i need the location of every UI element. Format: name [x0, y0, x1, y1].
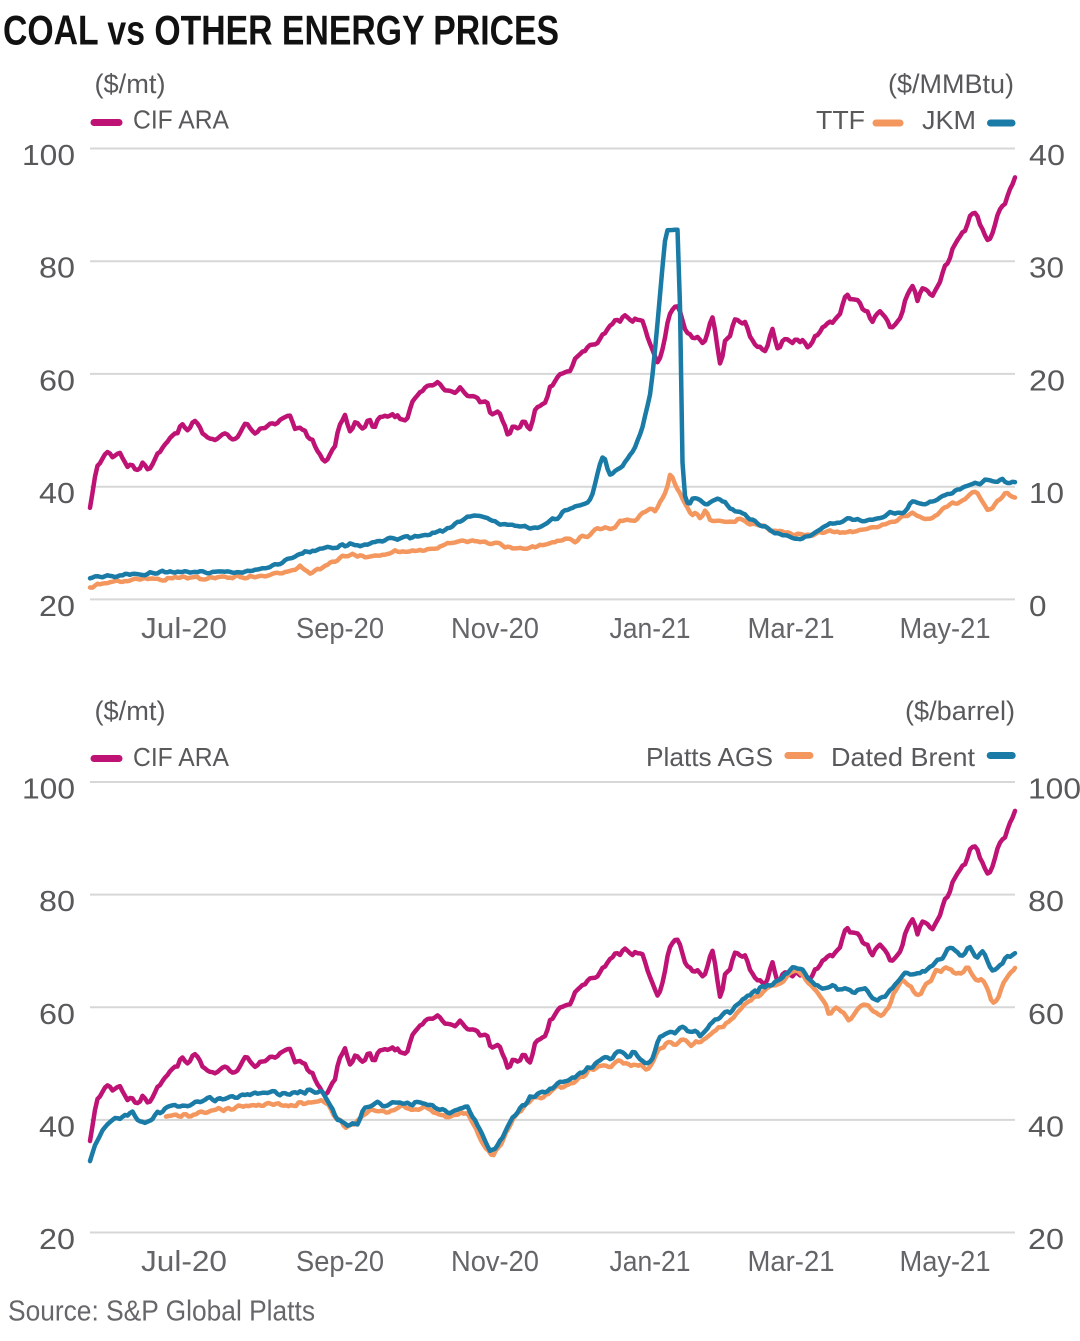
- svg-text:100: 100: [1028, 774, 1080, 806]
- svg-text:40: 40: [39, 1111, 75, 1143]
- svg-text:Jan-21: Jan-21: [610, 613, 691, 645]
- svg-text:60: 60: [39, 999, 75, 1031]
- svg-text:30: 30: [1029, 253, 1064, 285]
- svg-text:Sep-20: Sep-20: [296, 1246, 384, 1278]
- svg-text:20: 20: [1028, 1224, 1064, 1256]
- svg-text:Jul-20: Jul-20: [141, 613, 227, 645]
- svg-text:Jul-20: Jul-20: [141, 1246, 227, 1278]
- svg-text:Jan-21: Jan-21: [610, 1246, 691, 1278]
- svg-text:($/mt): ($/mt): [95, 69, 166, 99]
- svg-text:JKM: JKM: [922, 105, 976, 135]
- svg-text:Source: S&P Global Platts: Source: S&P Global Platts: [8, 1296, 315, 1328]
- svg-text:20: 20: [39, 591, 75, 623]
- svg-text:Sep-20: Sep-20: [296, 613, 384, 645]
- svg-text:60: 60: [39, 365, 75, 397]
- svg-text:10: 10: [1029, 478, 1064, 510]
- svg-text:100: 100: [22, 774, 75, 806]
- svg-text:40: 40: [1028, 1111, 1064, 1143]
- svg-text:20: 20: [1029, 365, 1065, 397]
- svg-text:COAL vs OTHER ENERGY PRICES: COAL vs OTHER ENERGY PRICES: [3, 7, 559, 54]
- svg-text:Dated Brent: Dated Brent: [831, 742, 976, 772]
- svg-text:($/barrel): ($/barrel): [905, 696, 1015, 726]
- svg-text:Nov-20: Nov-20: [451, 1246, 539, 1278]
- svg-text:Nov-20: Nov-20: [451, 613, 539, 645]
- svg-text:($/MMBtu): ($/MMBtu): [888, 69, 1014, 99]
- svg-text:80: 80: [1028, 886, 1064, 918]
- svg-text:80: 80: [39, 253, 75, 285]
- svg-text:60: 60: [1028, 999, 1064, 1031]
- svg-text:40: 40: [1029, 140, 1065, 172]
- svg-text:CIF ARA: CIF ARA: [133, 105, 230, 135]
- svg-text:Platts AGS: Platts AGS: [646, 742, 773, 772]
- svg-text:TTF: TTF: [816, 105, 865, 135]
- svg-text:100: 100: [22, 140, 75, 172]
- svg-text:Mar-21: Mar-21: [748, 613, 835, 645]
- svg-text:40: 40: [39, 478, 75, 510]
- svg-text:($/mt): ($/mt): [95, 696, 166, 726]
- svg-text:May-21: May-21: [900, 613, 991, 645]
- svg-text:CIF ARA: CIF ARA: [133, 742, 230, 772]
- svg-text:80: 80: [39, 886, 75, 918]
- svg-text:20: 20: [39, 1224, 75, 1256]
- svg-text:May-21: May-21: [900, 1246, 991, 1278]
- svg-text:Mar-21: Mar-21: [748, 1246, 835, 1278]
- svg-text:0: 0: [1029, 591, 1047, 623]
